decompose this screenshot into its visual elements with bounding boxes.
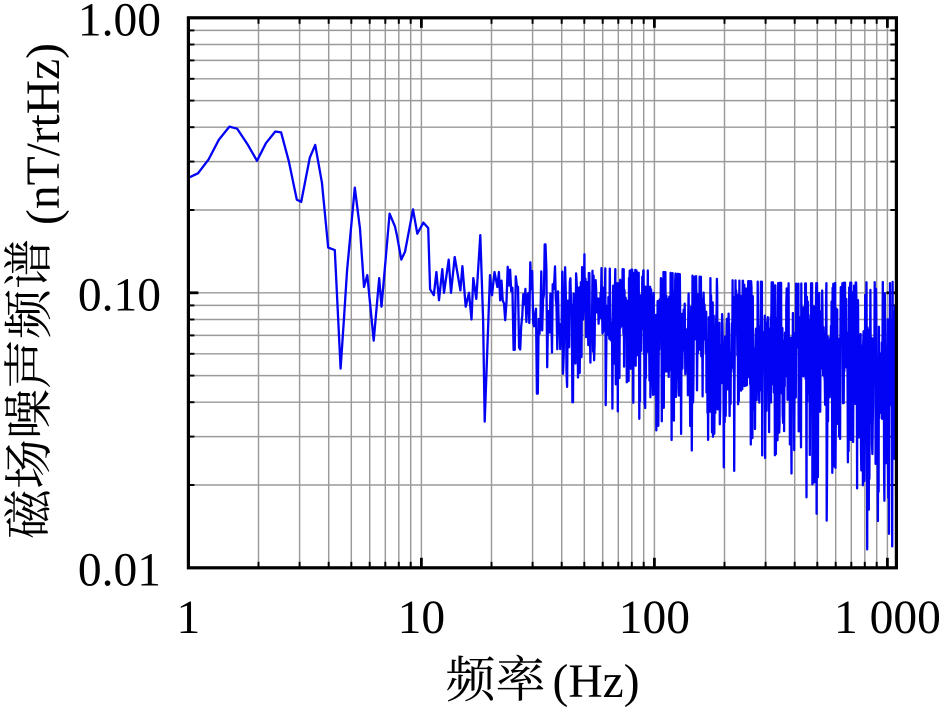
svg-text:100: 100	[619, 592, 690, 644]
svg-text:1 000: 1 000	[834, 592, 941, 644]
svg-text:0.10: 0.10	[78, 270, 161, 322]
svg-text:1: 1	[177, 592, 201, 644]
svg-text:1.00: 1.00	[78, 0, 161, 47]
svg-text:(nT/rtHz): (nT/rtHz)	[18, 43, 70, 225]
svg-text:10: 10	[398, 592, 446, 644]
svg-text:(Hz): (Hz)	[553, 656, 640, 708]
svg-text:0.01: 0.01	[78, 545, 161, 597]
